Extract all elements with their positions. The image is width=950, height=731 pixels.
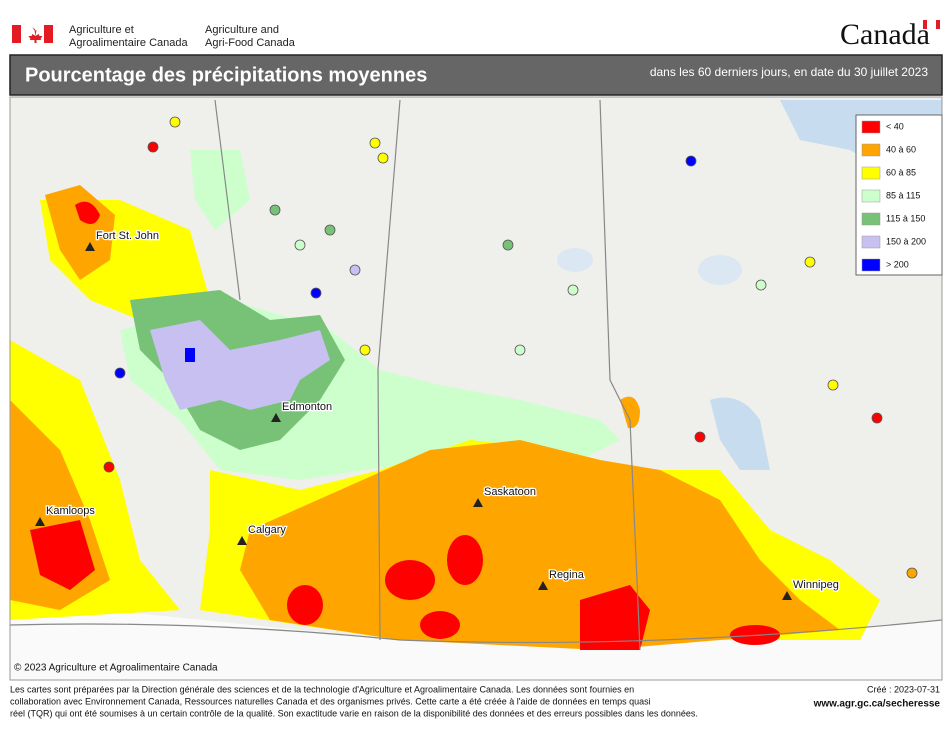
footer-note: réel (TQR) qui ont été soumises à un cer… (10, 708, 698, 718)
url[interactable]: www.agr.gc.ca/secheresse (813, 699, 941, 710)
city-marker (782, 591, 792, 600)
legend-label: 150 à 200 (886, 236, 926, 246)
city-marker (85, 242, 95, 251)
legend-label: 60 à 85 (886, 167, 916, 177)
copyright: © 2023 Agriculture et Agroalimentaire Ca… (14, 663, 218, 674)
city-label: Saskatoon (484, 486, 536, 498)
dept-fr: Agriculture et (69, 24, 134, 36)
footer-note: collaboration avec Environnement Canada,… (10, 696, 651, 706)
legend-label: 85 à 115 (886, 190, 920, 200)
legend-swatch (861, 166, 881, 180)
legend-swatch (861, 235, 881, 249)
flag-logo (12, 25, 53, 43)
legend-swatch (861, 120, 881, 134)
title-bar (9, 54, 943, 96)
subtitle: dans les 60 derniers jours, en date du 3… (650, 65, 929, 79)
legend-label: > 200 (886, 259, 909, 269)
city-label: Winnipeg (793, 579, 839, 591)
city-label: Regina (549, 569, 585, 581)
city-marker (35, 517, 45, 526)
title: Pourcentage des précipitations moyennes (25, 64, 427, 86)
city-label: Calgary (248, 524, 286, 536)
city-marker (271, 413, 281, 422)
legend: < 40 40 à 60 60 à 85 85 à 115 115 à 150 150 à… (855, 114, 943, 276)
city-marker (237, 536, 247, 545)
footer-note: Les cartes sont préparées par la Directi… (10, 684, 634, 694)
wordmark-flag (927, 20, 936, 29)
legend-label: 40 à 60 (886, 144, 916, 154)
dept-en: Agri-Food Canada (205, 37, 296, 49)
city-marker (538, 581, 548, 590)
dept-en: Agriculture and (205, 24, 279, 36)
city-label: Fort St. John (96, 230, 159, 242)
legend-swatch (861, 212, 881, 226)
city-label: Edmonton (282, 401, 332, 413)
city-label: Kamloops (46, 505, 95, 517)
wordmark: Canada (840, 18, 930, 51)
map: © 2023 Agriculture et Agroalimentaire Ca… (9, 96, 943, 681)
dept-fr: Agroalimentaire Canada (69, 37, 189, 49)
legend-swatch (861, 258, 881, 272)
cities: Fort St. John Edmonton Kamloops Calgary Sask… (35, 229, 840, 600)
city-marker (473, 498, 483, 507)
legend-swatch (861, 189, 881, 203)
legend-swatch (861, 143, 881, 157)
created-date: Créé : 2023-07-31 (867, 684, 940, 694)
legend-label: 115 à 150 (886, 213, 925, 223)
legend-label: < 40 (886, 121, 904, 131)
